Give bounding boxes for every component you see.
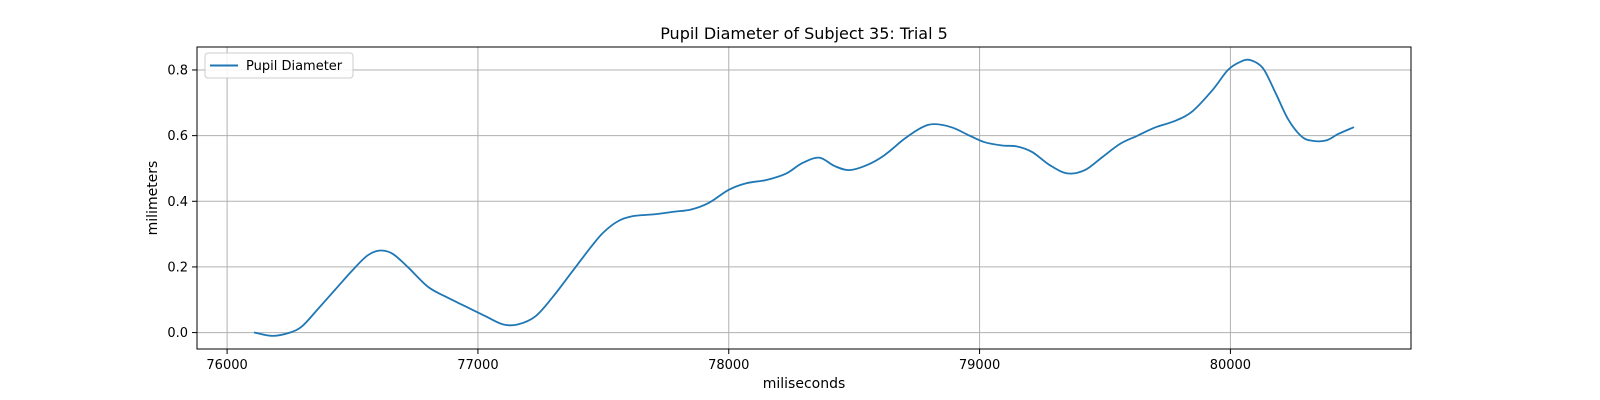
grid xyxy=(197,47,1411,349)
x-tick-label: 79000 xyxy=(959,358,1000,373)
x-axis-title: miliseconds xyxy=(763,376,846,392)
x-tick-label: 77000 xyxy=(457,358,498,373)
chart-title: Pupil Diameter of Subject 35: Trial 5 xyxy=(660,24,948,43)
y-tick-label: 0.8 xyxy=(167,63,188,78)
legend-box xyxy=(204,52,354,79)
legend-label: Pupil Diameter xyxy=(246,59,343,74)
tick-layer: 76000 77000 78000 79000 80000 0.0 0.2 0.4 0.6 0.8 xyxy=(167,63,1251,373)
x-tick-label: 76000 xyxy=(206,358,247,373)
x-tick-label: 80000 xyxy=(1210,358,1251,373)
series-line-pupil-diameter xyxy=(253,58,1355,337)
y-tick-label: 0.4 xyxy=(167,195,188,210)
plot-frame xyxy=(196,46,1412,350)
y-tick-label: 0.0 xyxy=(167,326,188,341)
y-tick-label: 0.2 xyxy=(167,260,188,275)
series-layer xyxy=(253,58,1355,337)
y-axis-title: milimeters xyxy=(145,161,161,236)
y-tick-label: 0.6 xyxy=(167,129,188,144)
legend: Pupil Diameter xyxy=(204,52,354,79)
x-tick-label: 78000 xyxy=(708,358,749,373)
